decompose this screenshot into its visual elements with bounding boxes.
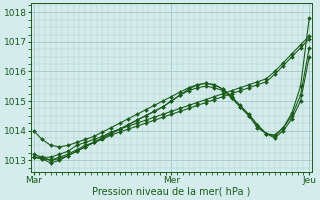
X-axis label: Pression niveau de la mer( hPa ): Pression niveau de la mer( hPa ) xyxy=(92,187,251,197)
